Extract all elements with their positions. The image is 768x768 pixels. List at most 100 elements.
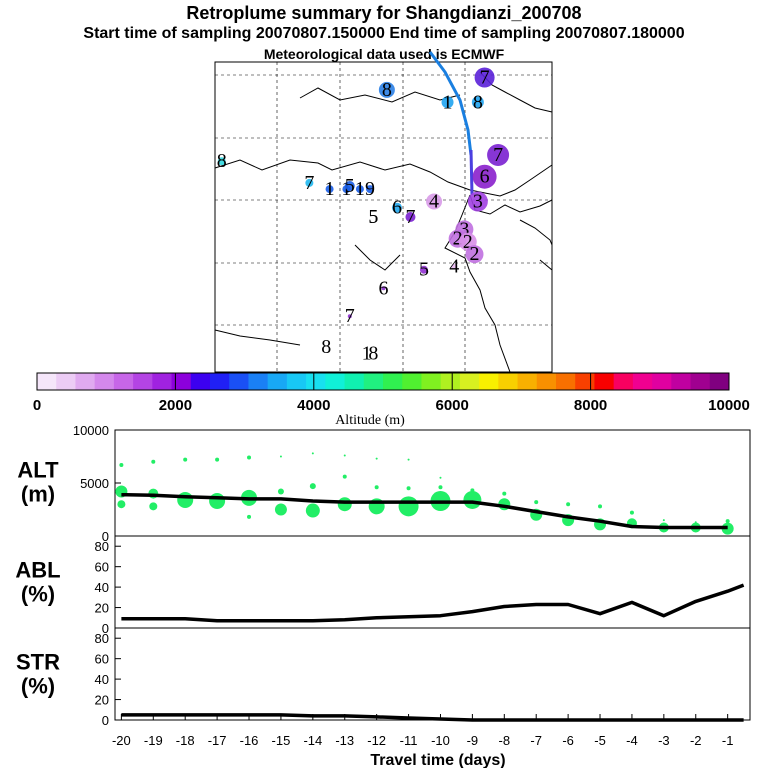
chart-title: Retroplume summary for Shangdianzi_20070… bbox=[186, 3, 582, 23]
colorbar-swatch bbox=[133, 373, 153, 390]
alt-dot bbox=[279, 455, 282, 458]
colorbar-swatch bbox=[229, 373, 249, 390]
str-panel-ytick-label: 40 bbox=[95, 672, 109, 687]
colorbar-swatch bbox=[210, 373, 230, 390]
trajectory-path-recent bbox=[469, 149, 474, 196]
colorbar-swatch bbox=[344, 373, 365, 390]
map-coastline bbox=[539, 259, 553, 271]
x-tick-label: -1 bbox=[722, 733, 734, 748]
alt-dot bbox=[406, 486, 411, 491]
colorbar-swatch bbox=[363, 373, 384, 390]
alt-dot bbox=[534, 500, 539, 505]
colorbar-swatch bbox=[536, 373, 557, 390]
alt-dot bbox=[439, 476, 442, 479]
map-coastline bbox=[299, 87, 461, 103]
alt-dot bbox=[598, 504, 603, 509]
alt-panel-ytick-label: 10000 bbox=[73, 423, 109, 438]
alt-dot bbox=[215, 457, 220, 462]
alt-dot bbox=[274, 503, 287, 516]
abl-panel-ytick-label: 40 bbox=[95, 580, 109, 595]
colorbar-swatch bbox=[440, 373, 461, 390]
str-line bbox=[121, 713, 744, 722]
centroid-dot bbox=[366, 185, 375, 194]
day-label: 3 bbox=[473, 191, 483, 213]
colorbar-swatch bbox=[56, 373, 76, 390]
day-label: 2 bbox=[453, 228, 463, 250]
abl-panel-frame bbox=[114, 535, 751, 629]
centroid-dot bbox=[355, 185, 364, 194]
map-coastline bbox=[354, 244, 401, 271]
x-tick-label: -9 bbox=[467, 733, 479, 748]
centroid-dot bbox=[472, 164, 497, 189]
x-tick-label: -8 bbox=[499, 733, 511, 748]
day-label: 9 bbox=[365, 178, 375, 200]
alt-panel-ytick-label: 5000 bbox=[80, 476, 109, 491]
alt-dot bbox=[343, 454, 346, 457]
centroid-dot bbox=[426, 193, 443, 210]
day-label: 2 bbox=[463, 231, 473, 253]
str-panel-ytick-label: 20 bbox=[95, 693, 109, 708]
met-data-source: Meteorological data used is ECMWF bbox=[263, 46, 505, 62]
colorbar-swatch bbox=[383, 373, 403, 390]
centroid-dot bbox=[474, 67, 495, 88]
day-label: 7 bbox=[493, 144, 503, 166]
day-label: 7 bbox=[345, 305, 355, 327]
colorbar-swatch bbox=[421, 373, 442, 390]
alt-dot bbox=[309, 483, 316, 490]
x-tick-label: -18 bbox=[176, 733, 195, 748]
day-label: 1 bbox=[362, 342, 372, 364]
colorbar-tick-label: 6000 bbox=[436, 397, 469, 414]
colorbar-swatch bbox=[632, 373, 653, 390]
alt-dot bbox=[470, 488, 475, 493]
colorbar-swatch bbox=[286, 373, 307, 390]
day-label: 1 bbox=[355, 178, 365, 200]
str-panel-frame bbox=[114, 627, 751, 721]
alt-dot bbox=[277, 488, 284, 495]
x-tick-label: -10 bbox=[431, 733, 450, 748]
colorbar-swatch bbox=[267, 373, 288, 390]
day-label: 7 bbox=[480, 67, 490, 89]
day-label: 2 bbox=[469, 243, 479, 265]
str-panel-ylabel-units: (%) bbox=[21, 673, 55, 698]
map-coastline bbox=[214, 329, 301, 346]
abl-line bbox=[121, 583, 745, 623]
map-coastline bbox=[519, 219, 553, 246]
colorbar-swatch bbox=[152, 373, 173, 390]
alt-dot bbox=[247, 514, 252, 519]
x-tick-label: -20 bbox=[112, 733, 131, 748]
centroid-dot bbox=[391, 202, 402, 213]
abl-panel-ytick-label: 0 bbox=[102, 621, 109, 636]
colorbar-swatch bbox=[306, 373, 326, 390]
x-tick-label: -4 bbox=[626, 733, 638, 748]
str-panel-ytick-label: 60 bbox=[95, 652, 109, 667]
alt-dot bbox=[149, 502, 158, 511]
alt-dot bbox=[375, 457, 378, 460]
alt-dot bbox=[407, 458, 410, 461]
x-tick-label: -7 bbox=[530, 733, 542, 748]
colorbar-swatch bbox=[594, 373, 615, 390]
x-tick-label: -15 bbox=[272, 733, 291, 748]
colorbar-swatch bbox=[613, 373, 634, 390]
day-label: 8 bbox=[321, 336, 331, 358]
colorbar-swatch bbox=[556, 373, 576, 390]
centroid-dot bbox=[465, 245, 484, 264]
colorbar-swatch bbox=[37, 373, 57, 390]
alt-dot bbox=[247, 455, 252, 460]
x-tick-label: -6 bbox=[562, 733, 574, 748]
x-tick-label: -3 bbox=[658, 733, 670, 748]
alt-dot bbox=[183, 457, 188, 462]
colorbar-tick-label: 8000 bbox=[574, 397, 607, 414]
map-group: 818776871151965743322245567818 bbox=[214, 51, 553, 373]
x-tick-label: -14 bbox=[303, 733, 322, 748]
alt-dot bbox=[337, 497, 352, 512]
x-tick-label: -16 bbox=[240, 733, 259, 748]
colorbar-swatch bbox=[402, 373, 422, 390]
alt-dot bbox=[629, 510, 634, 515]
colorbar-swatch bbox=[575, 373, 595, 390]
day-label: 1 bbox=[325, 178, 335, 200]
sampling-times: Start time of sampling 20070807.150000 E… bbox=[83, 25, 685, 42]
centroid-dot bbox=[325, 185, 334, 194]
x-tick-label: -5 bbox=[594, 733, 606, 748]
centroid-dot bbox=[381, 286, 386, 291]
